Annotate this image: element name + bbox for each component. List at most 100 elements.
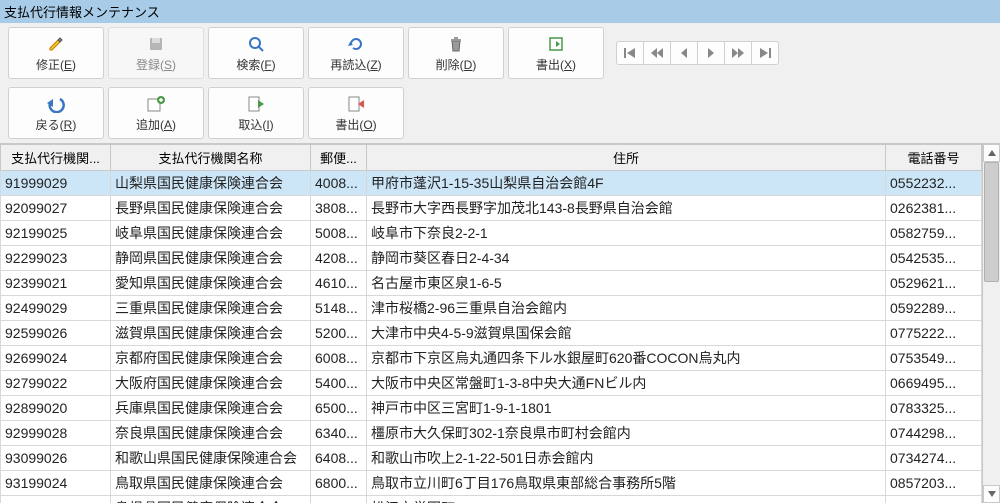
cell-code: 91999029 — [1, 171, 111, 196]
col-header-name[interactable]: 支払代行機関名称 — [111, 145, 311, 171]
vertical-scrollbar[interactable] — [982, 144, 1000, 503]
scroll-thumb[interactable] — [984, 162, 999, 282]
cell-code: 92399021 — [1, 271, 111, 296]
cell-name: 鳥取県国民健康保険連合会 — [111, 471, 311, 496]
cell-name: 滋賀県国民健康保険連合会 — [111, 321, 311, 346]
cell-zip: 6800... — [311, 471, 367, 496]
cell-tel: 0753549... — [886, 346, 982, 371]
cell-tel: 0852212... — [886, 496, 982, 503]
table-row[interactable]: 92199025岐阜県国民健康保険連合会5008...岐阜市下奈良2-2-105… — [1, 221, 982, 246]
back-button[interactable]: 戻る(R) — [8, 87, 104, 139]
table-row[interactable]: 93099026和歌山県国民健康保険連合会6408...和歌山市吹上2-1-22… — [1, 446, 982, 471]
table-row[interactable]: 93199024鳥取県国民健康保険連合会6800...鳥取市立川町6丁目176鳥… — [1, 471, 982, 496]
reload-button[interactable]: 再読込(Z) — [308, 27, 404, 79]
export2-button[interactable]: 書出(O) — [308, 87, 404, 139]
toolbar-main: 修正(E) 登録(S) 検索(F) 再読込(Z) 削除(D) 書出(X) — [0, 23, 1000, 83]
cell-name: 長野県国民健康保険連合会 — [111, 196, 311, 221]
add-icon — [146, 94, 166, 114]
cell-zip: 4610... — [311, 271, 367, 296]
cell-addr: 津市桜橋2-96三重県自治会館内 — [367, 296, 886, 321]
title-bar: 支払代行情報メンテナンス — [0, 0, 1000, 23]
cell-code: 92699024 — [1, 346, 111, 371]
scroll-track[interactable] — [983, 162, 1000, 485]
cell-code: 92199025 — [1, 221, 111, 246]
nav-prev-page-button[interactable] — [643, 41, 671, 65]
cell-code: 93299022 — [1, 496, 111, 503]
cell-code: 92499029 — [1, 296, 111, 321]
cell-code: 92599026 — [1, 321, 111, 346]
cell-zip: 6500... — [311, 396, 367, 421]
cell-code: 92299023 — [1, 246, 111, 271]
table-row[interactable]: 92499029三重県国民健康保険連合会5148...津市桜橋2-96三重県自治… — [1, 296, 982, 321]
col-header-zip[interactable]: 郵便... — [311, 145, 367, 171]
nav-next-button[interactable] — [697, 41, 725, 65]
cell-code: 92799022 — [1, 371, 111, 396]
nav-prev-button[interactable] — [670, 41, 698, 65]
cell-tel: 0529621... — [886, 271, 982, 296]
table-row[interactable]: 92399021愛知県国民健康保険連合会4610...名古屋市東区泉1-6-50… — [1, 271, 982, 296]
cell-name: 山梨県国民健康保険連合会 — [111, 171, 311, 196]
col-header-tel[interactable]: 電話番号 — [886, 145, 982, 171]
pencil-icon — [46, 34, 66, 54]
table-row[interactable]: 92799022大阪府国民健康保険連合会5400...大阪市中央区常盤町1-3-… — [1, 371, 982, 396]
export-button[interactable]: 書出(X) — [508, 27, 604, 79]
cell-tel: 0783325... — [886, 396, 982, 421]
import-button[interactable]: 取込(I) — [208, 87, 304, 139]
modify-button[interactable]: 修正(E) — [8, 27, 104, 79]
cell-addr: 大津市中央4-5-9滋賀県国保会館 — [367, 321, 886, 346]
cell-zip: 4208... — [311, 246, 367, 271]
table-row[interactable]: 92299023静岡県国民健康保険連合会4208...静岡市葵区春日2-4-34… — [1, 246, 982, 271]
table-header-row: 支払代行機関... 支払代行機関名称 郵便... 住所 電話番号 — [1, 145, 982, 171]
data-table: 支払代行機関... 支払代行機関名称 郵便... 住所 電話番号 9199902… — [0, 144, 982, 503]
cell-zip: 5400... — [311, 371, 367, 396]
cell-addr: 松江市学園町1-7-14 — [367, 496, 886, 503]
table-row[interactable]: 91999029山梨県国民健康保険連合会4008...甲府市蓬沢1-15-35山… — [1, 171, 982, 196]
nav-next-page-button[interactable] — [724, 41, 752, 65]
add-button[interactable]: 追加(A) — [108, 87, 204, 139]
cell-name: 島根県国民健康保険連合会 — [111, 496, 311, 503]
cell-tel: 0552232... — [886, 171, 982, 196]
cell-zip: 6900... — [311, 496, 367, 503]
cell-zip: 6408... — [311, 446, 367, 471]
cell-addr: 和歌山市吹上2-1-22-501日赤会館内 — [367, 446, 886, 471]
cell-zip: 6340... — [311, 421, 367, 446]
cell-addr: 甲府市蓬沢1-15-35山梨県自治会館4F — [367, 171, 886, 196]
import-icon — [246, 94, 266, 114]
delete-button[interactable]: 削除(D) — [408, 27, 504, 79]
scroll-down-button[interactable] — [983, 485, 1000, 503]
table-row[interactable]: 92099027長野県国民健康保険連合会3808...長野市大字西長野字加茂北1… — [1, 196, 982, 221]
cell-tel: 0262381... — [886, 196, 982, 221]
cell-addr: 京都市下京区烏丸通四条下ル水銀屋町620番COCON烏丸内 — [367, 346, 886, 371]
search-button[interactable]: 検索(F) — [208, 27, 304, 79]
nav-first-button[interactable] — [616, 41, 644, 65]
cell-addr: 名古屋市東区泉1-6-5 — [367, 271, 886, 296]
cell-addr: 岐阜市下奈良2-2-1 — [367, 221, 886, 246]
scroll-up-button[interactable] — [983, 144, 1000, 162]
cell-addr: 大阪市中央区常盤町1-3-8中央大通FNビル内 — [367, 371, 886, 396]
cell-tel: 0582759... — [886, 221, 982, 246]
cell-tel: 0669495... — [886, 371, 982, 396]
reload-icon — [346, 34, 366, 54]
table-row[interactable]: 93299022島根県国民健康保険連合会6900...松江市学園町1-7-140… — [1, 496, 982, 503]
search-icon — [246, 34, 266, 54]
table-row[interactable]: 92699024京都府国民健康保険連合会6008...京都市下京区烏丸通四条下ル… — [1, 346, 982, 371]
cell-tel: 0857203... — [886, 471, 982, 496]
col-header-addr[interactable]: 住所 — [367, 145, 886, 171]
col-header-code[interactable]: 支払代行機関... — [1, 145, 111, 171]
cell-zip: 5148... — [311, 296, 367, 321]
cell-tel: 0542535... — [886, 246, 982, 271]
cell-name: 愛知県国民健康保険連合会 — [111, 271, 311, 296]
save-icon — [146, 34, 166, 54]
back-icon — [46, 94, 66, 114]
cell-zip: 5200... — [311, 321, 367, 346]
toolbar-secondary: 戻る(R) 追加(A) 取込(I) 書出(O) — [0, 83, 1000, 143]
table-row[interactable]: 92999028奈良県国民健康保険連合会6340...橿原市大久保町302-1奈… — [1, 421, 982, 446]
cell-addr: 神戸市中区三宮町1-9-1-1801 — [367, 396, 886, 421]
cell-name: 兵庫県国民健康保険連合会 — [111, 396, 311, 421]
table-row[interactable]: 92599026滋賀県国民健康保険連合会5200...大津市中央4-5-9滋賀県… — [1, 321, 982, 346]
cell-addr: 橿原市大久保町302-1奈良県市町村会館内 — [367, 421, 886, 446]
nav-last-button[interactable] — [751, 41, 779, 65]
cell-name: 静岡県国民健康保険連合会 — [111, 246, 311, 271]
table-row[interactable]: 92899020兵庫県国民健康保険連合会6500...神戸市中区三宮町1-9-1… — [1, 396, 982, 421]
cell-zip: 6008... — [311, 346, 367, 371]
